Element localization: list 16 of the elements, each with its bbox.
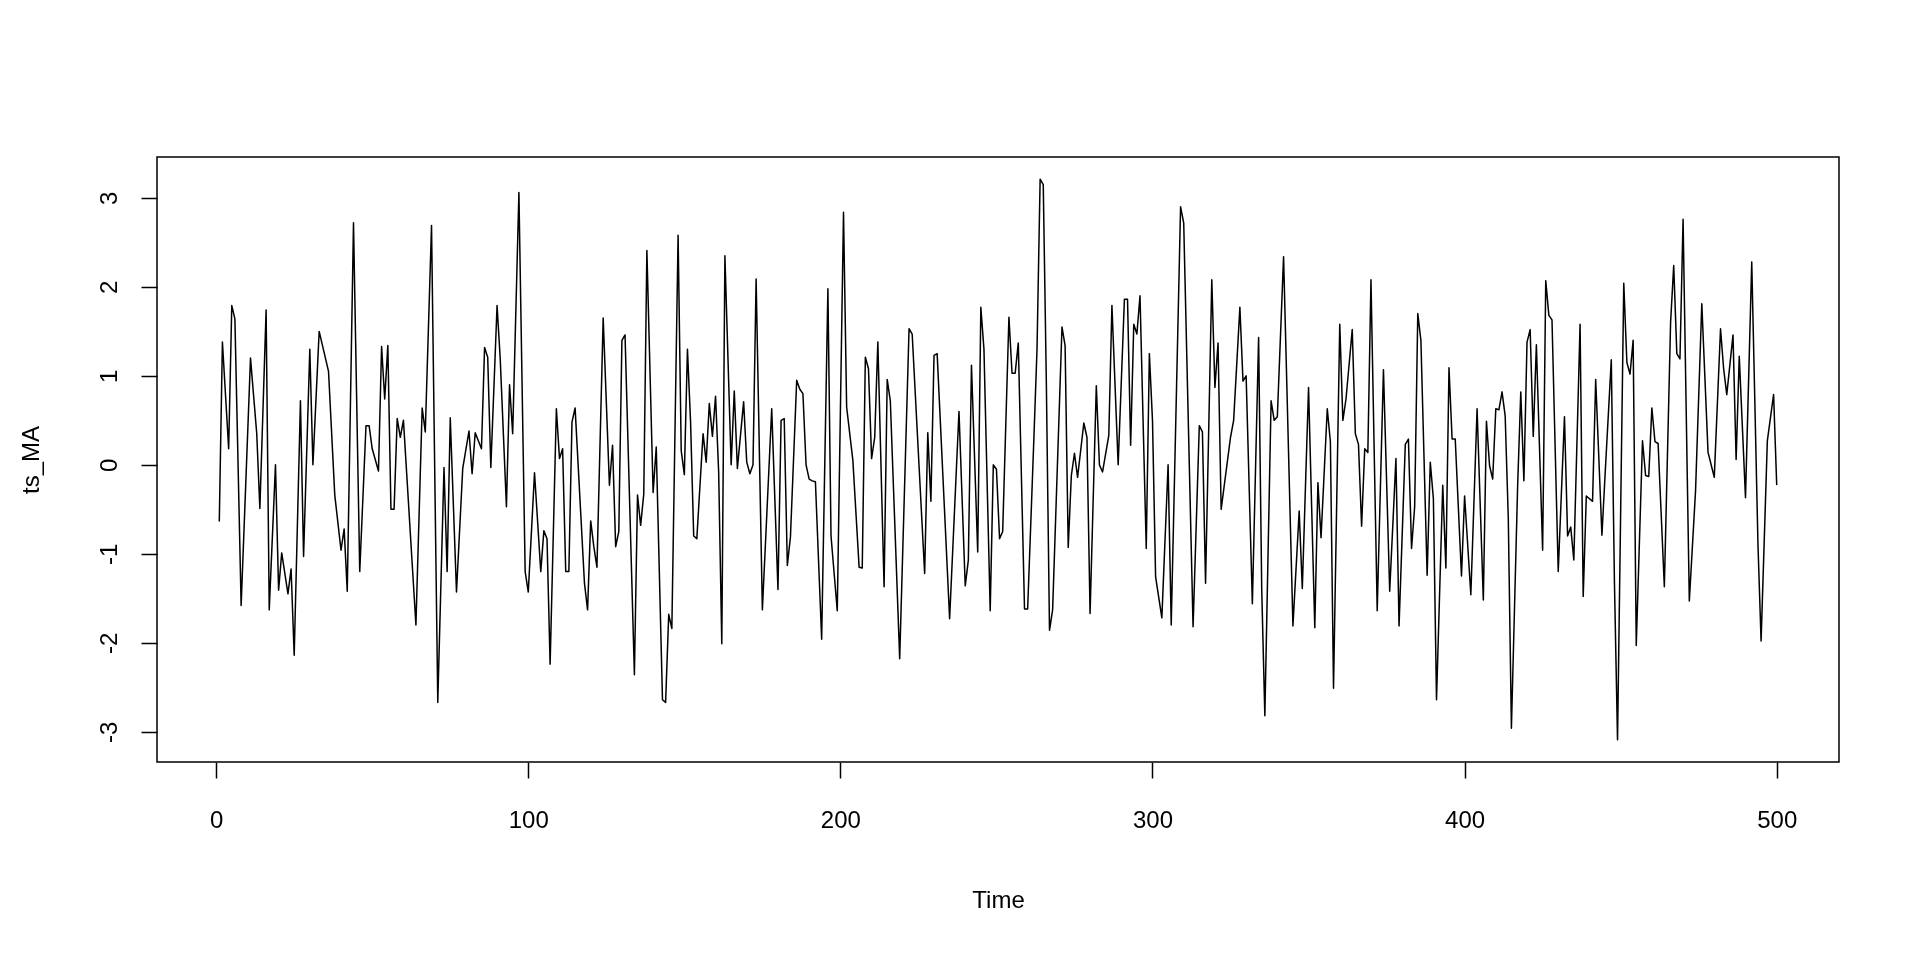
line-series: [218, 178, 1778, 741]
y-tick-label: 0: [94, 458, 122, 473]
y-tick-label: 2: [94, 280, 122, 295]
x-tick-label: 0: [210, 805, 224, 833]
x-tick-label: 300: [1132, 805, 1174, 833]
x-tick-label: 100: [508, 805, 549, 833]
y-tick-label: -1: [94, 543, 122, 565]
x-tick-label: 400: [1445, 805, 1486, 833]
y-tick-label: -3: [94, 721, 122, 743]
y-tick-label: 1: [94, 369, 122, 384]
y-tick-label: 3: [94, 191, 122, 206]
x-tick-label: 200: [820, 805, 861, 833]
x-tick-label: 500: [1757, 805, 1798, 833]
x-axis-title: Time: [972, 885, 1025, 913]
y-axis-title: ts_MA: [16, 425, 44, 495]
y-tick-label: -2: [94, 632, 122, 654]
